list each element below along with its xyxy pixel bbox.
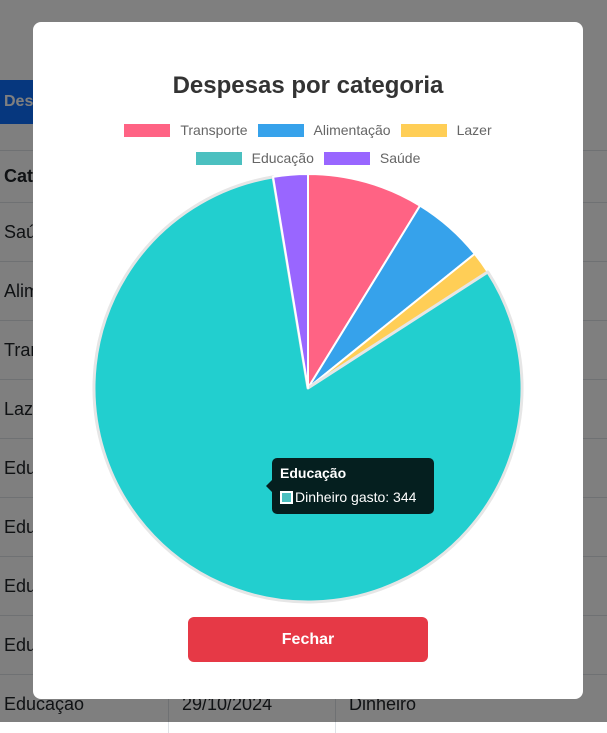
legend-item-saúde[interactable]: Saúde <box>323 150 421 166</box>
tooltip-title: Educação <box>280 465 347 481</box>
pie-slice-transporte[interactable] <box>307 173 422 389</box>
legend-swatch <box>124 123 171 137</box>
legend-label: Lazer <box>456 122 492 138</box>
legend-swatch <box>257 123 304 137</box>
legend-label: Saúde <box>379 150 421 166</box>
legend-label: Transporte <box>180 122 248 138</box>
legend-swatch <box>195 151 242 165</box>
chart-legend: Transporte Alimentação Lazer Educação Saúde <box>33 116 583 172</box>
modal-title: Despesas por categoria <box>172 72 444 99</box>
legend-label: Educação <box>251 150 314 166</box>
legend-item-transporte[interactable]: Transporte <box>124 122 248 138</box>
legend-label: Alimentação <box>313 122 391 138</box>
legend-item-educação[interactable]: Educação <box>195 150 314 166</box>
tooltip-value: Dinheiro gasto: 344 <box>295 489 417 505</box>
legend-item-lazer[interactable]: Lazer <box>400 122 492 138</box>
legend-swatch <box>400 123 447 137</box>
close-button[interactable]: Fechar <box>188 617 428 662</box>
chart-modal: Despesas por categoria Transporte Aliment… <box>33 22 583 699</box>
tooltip-color-swatch <box>280 490 293 504</box>
chart-tooltip: Educação Dinheiro gasto: 344 <box>266 458 434 514</box>
legend-item-alimentação[interactable]: Alimentação <box>257 122 391 138</box>
pie-slice-saúde[interactable] <box>272 173 309 389</box>
legend-swatch <box>323 151 370 165</box>
pie-chart <box>92 173 524 604</box>
